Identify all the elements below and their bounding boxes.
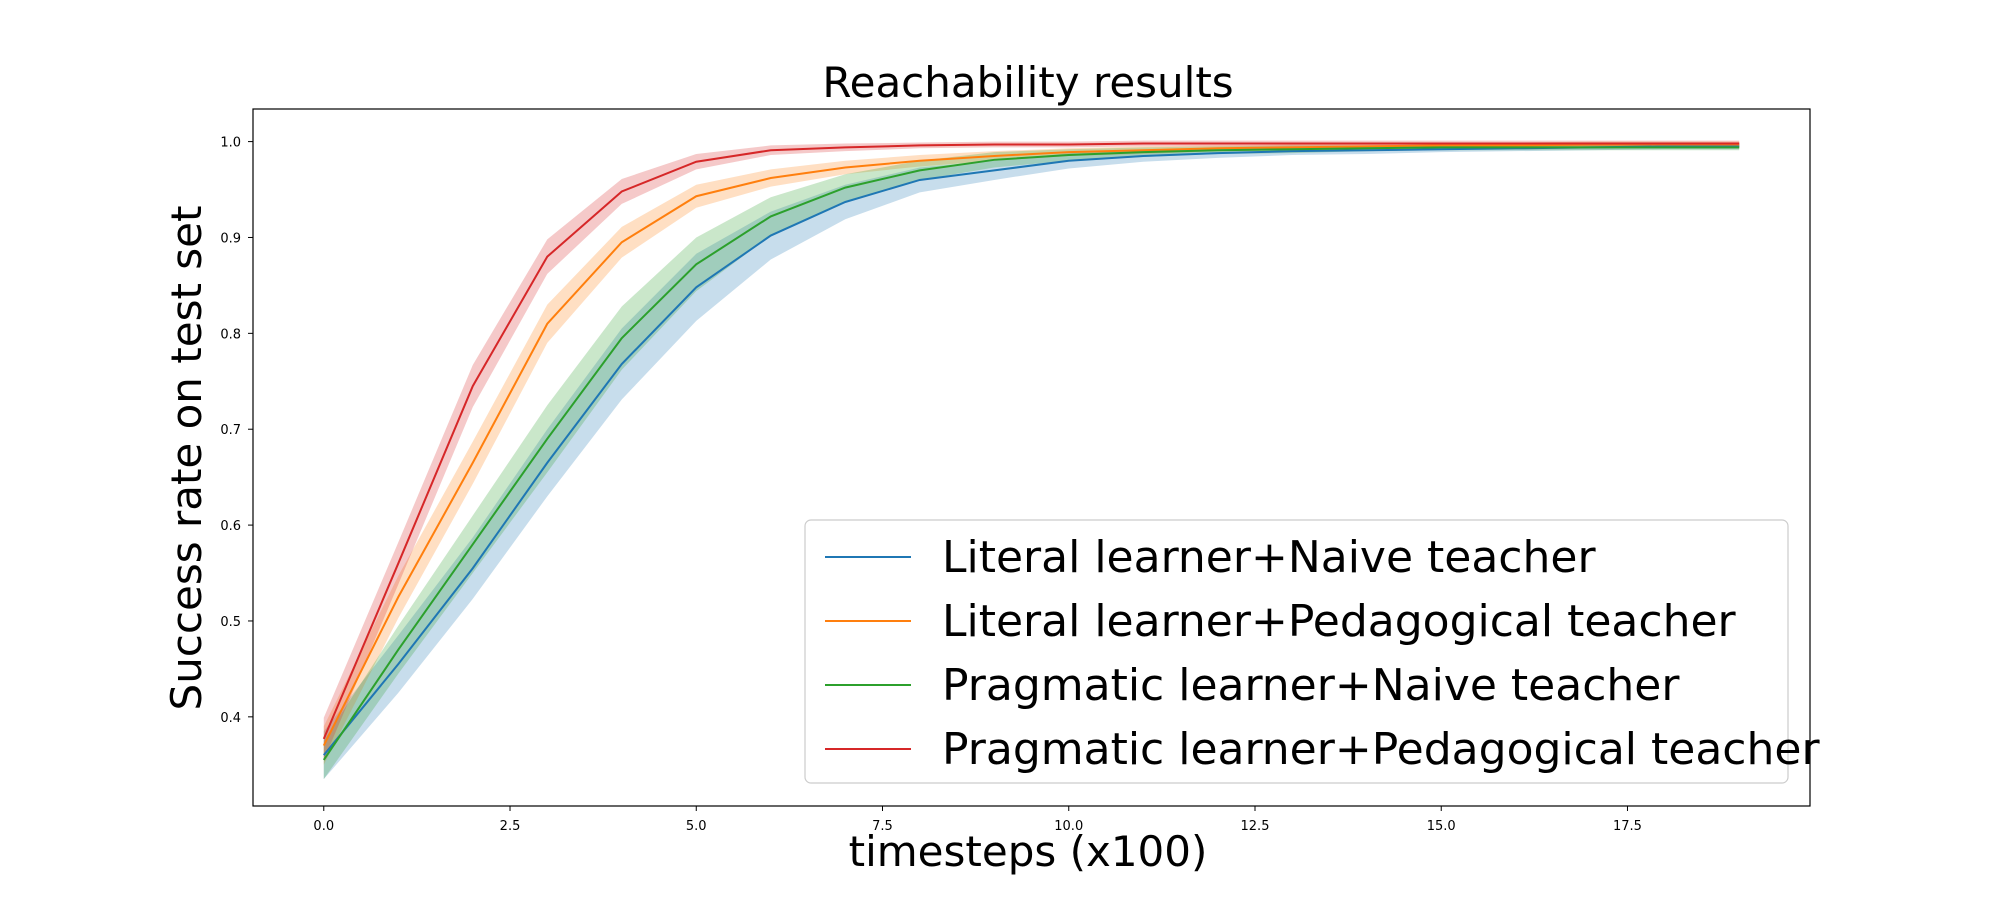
legend-label-series-2: Literal learner+Pedagogical teacher — [942, 596, 1737, 647]
y-tick-label: 0.7 — [220, 423, 241, 438]
x-axis-ticks: 0.0 2.5 5.0 7.5 10.0 12.5 15.0 17.5 — [313, 806, 1642, 834]
y-tick-label: 0.5 — [220, 615, 241, 630]
legend-label-series-3: Pragmatic learner+Naive teacher — [942, 660, 1680, 711]
y-tick-label: 0.8 — [220, 327, 241, 342]
series-line-2 — [322, 143, 1740, 747]
y-axis-label: Success rate on test set — [162, 206, 211, 711]
series-lines — [322, 142, 1740, 761]
chart-title: Reachability results — [822, 58, 1233, 107]
confidence-band-series-3 — [323, 144, 1740, 780]
legend-box — [804, 519, 1789, 784]
x-axis-label: timesteps (x100) — [849, 827, 1208, 876]
y-tick-label: 0.9 — [220, 231, 241, 246]
x-tick-label: 7.5 — [872, 819, 893, 834]
legend: Literal learner+Naive teacher Literal lea… — [804, 519, 1820, 784]
x-tick-label: 15.0 — [1427, 819, 1456, 834]
x-tick-label: 0.0 — [313, 819, 334, 834]
x-tick-label: 2.5 — [500, 819, 521, 834]
series-line-3 — [322, 146, 1740, 761]
confidence-band-series-1 — [323, 143, 1740, 780]
x-tick-label: 10.0 — [1054, 819, 1083, 834]
y-tick-label: 1.0 — [220, 136, 241, 151]
x-tick-label: 12.5 — [1241, 819, 1270, 834]
legend-label-series-4: Pragmatic learner+Pedagogical teacher — [942, 724, 1820, 775]
y-tick-label: 0.4 — [220, 711, 241, 726]
x-tick-label: 5.0 — [686, 819, 707, 834]
y-tick-label: 0.6 — [220, 519, 241, 534]
confidence-bands — [323, 140, 1740, 780]
legend-label-series-1: Literal learner+Naive teacher — [942, 532, 1596, 583]
series-line-4 — [322, 142, 1740, 740]
series-line-1 — [322, 145, 1740, 756]
plot-area-frame — [252, 108, 1811, 807]
x-tick-label: 17.5 — [1613, 819, 1642, 834]
y-axis-ticks: 0.4 0.5 0.6 0.7 0.8 0.9 1.0 — [220, 136, 253, 726]
